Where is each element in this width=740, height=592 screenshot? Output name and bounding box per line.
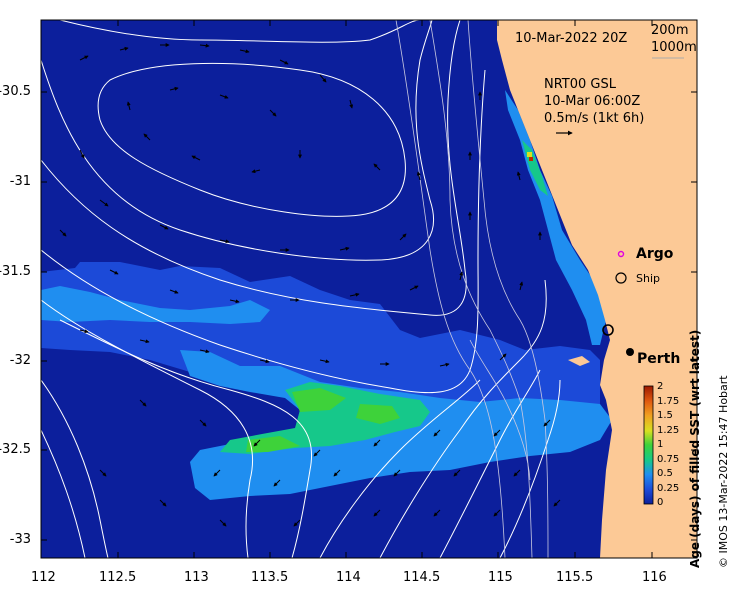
sst-age-band-0-25 bbox=[41, 262, 600, 420]
argo-float-icon bbox=[617, 250, 625, 258]
colorbar-tick: 1.75 bbox=[657, 396, 680, 407]
bathymetry-contours bbox=[395, 20, 549, 558]
ship-track-marker bbox=[602, 324, 614, 336]
depth-label-200m: 200m bbox=[651, 23, 689, 38]
plot-frame bbox=[40, 19, 698, 559]
lon-tick-label: 114 bbox=[336, 570, 361, 585]
hot-pixel bbox=[529, 157, 533, 161]
colorbar-tick: 2 bbox=[657, 381, 664, 392]
lat-tick-label: -32 bbox=[9, 353, 31, 368]
warm-pixel bbox=[527, 152, 532, 157]
lon-tick-label: 113 bbox=[184, 570, 209, 585]
perth-label: Perth bbox=[637, 351, 681, 367]
colorbar-tick: 0 bbox=[657, 497, 664, 508]
lat-tick-label: -32.5 bbox=[0, 442, 31, 457]
current-scale-label: 0.5m/s (1kt 6h) bbox=[544, 111, 645, 126]
current-time-label: 10-Mar 06:00Z bbox=[544, 94, 641, 109]
garden-island bbox=[568, 356, 590, 366]
argo-legend-label: Argo bbox=[636, 246, 674, 262]
sst-age-band-1 bbox=[292, 388, 346, 412]
colorbar-tick: 0.25 bbox=[657, 483, 680, 494]
lon-tick-label: 116 bbox=[642, 570, 667, 585]
lon-tick-label: 112.5 bbox=[99, 570, 137, 585]
current-source-label: NRT00 GSL bbox=[544, 77, 616, 92]
colorbar-tick: 1.5 bbox=[657, 410, 673, 421]
lon-tick-label: 115.5 bbox=[556, 570, 594, 585]
colorbar-title: Age (days) of filled SST (wrt latest) bbox=[688, 329, 702, 568]
colorbar-tick: 1.25 bbox=[657, 425, 680, 436]
sst-age-band-1 bbox=[356, 404, 400, 424]
lat-tick-label: -31.5 bbox=[0, 264, 31, 279]
ship-legend-label: Ship bbox=[636, 272, 660, 285]
sst-age-band-0-5 bbox=[41, 286, 270, 324]
lon-tick-label: 112 bbox=[31, 570, 56, 585]
lon-tick-label: 113.5 bbox=[251, 570, 289, 585]
map-timestamp: 10-Mar-2022 20Z bbox=[515, 31, 628, 46]
colorbar bbox=[643, 385, 654, 505]
perth-marker bbox=[626, 348, 634, 356]
axis-ticks bbox=[40, 20, 697, 558]
credit-line: © IMOS 13-Mar-2022 15:47 Hobart bbox=[717, 375, 730, 568]
sea-level-contours bbox=[41, 20, 561, 558]
lon-tick-label: 114.5 bbox=[403, 570, 441, 585]
depth-label-1000m: 1000m bbox=[651, 40, 697, 55]
lat-tick-label: -31 bbox=[9, 174, 31, 189]
colorbar-tick: 0.5 bbox=[657, 468, 673, 479]
colorbar-tick: 1 bbox=[657, 439, 664, 450]
lat-tick-label: -30.5 bbox=[0, 84, 31, 99]
current-vectors bbox=[59, 43, 561, 527]
lat-tick-label: -33 bbox=[9, 532, 31, 547]
lon-tick-label: 115 bbox=[488, 570, 513, 585]
sst-age-band-0-75 bbox=[220, 382, 430, 454]
ship-icon bbox=[615, 272, 627, 284]
colorbar-tick: 0.75 bbox=[657, 454, 680, 465]
